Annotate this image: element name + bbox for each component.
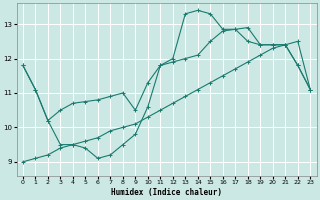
- X-axis label: Humidex (Indice chaleur): Humidex (Indice chaleur): [111, 188, 222, 197]
